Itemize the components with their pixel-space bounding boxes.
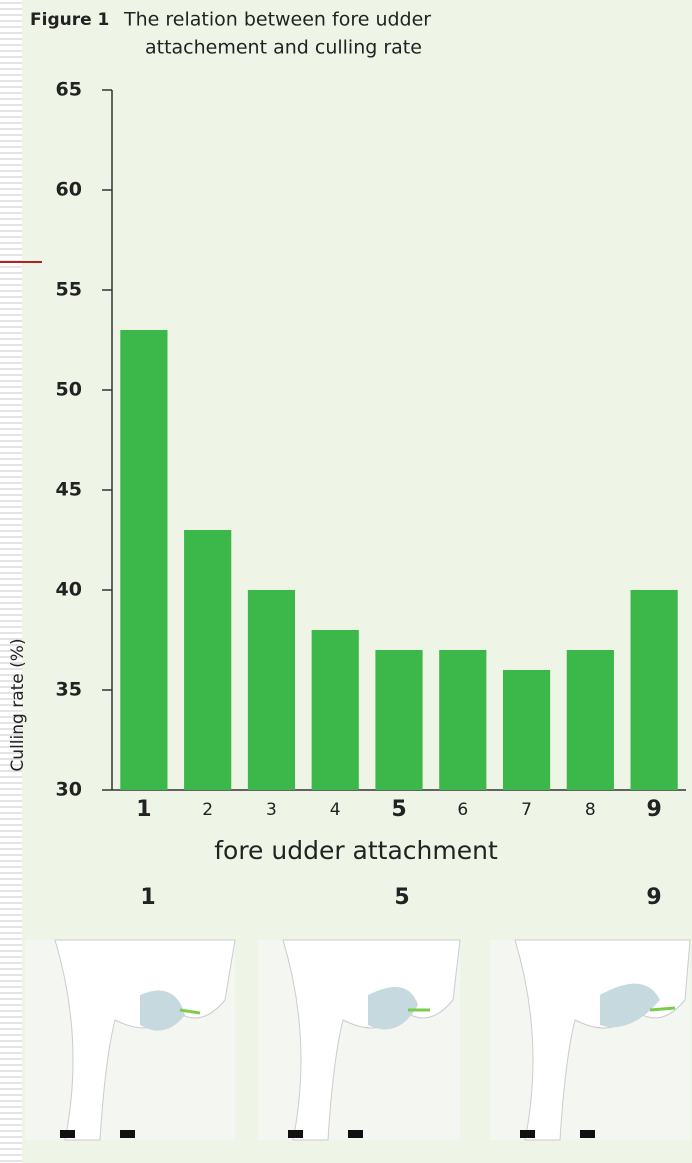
x-tick-label: 1	[136, 797, 151, 822]
x-tick-label: 6	[457, 800, 468, 820]
x-tick-label: 4	[330, 800, 341, 820]
x-tick-label: 9	[646, 797, 661, 822]
x-tick-label: 7	[521, 800, 532, 820]
bar	[566, 650, 614, 790]
illustration-label: 9	[646, 885, 661, 910]
bar	[502, 670, 551, 790]
chart-title: The relation between fore udder	[123, 9, 431, 31]
bar	[375, 650, 423, 790]
bar	[630, 590, 678, 790]
cow-illustration	[258, 939, 461, 1141]
bar	[311, 630, 359, 790]
y-axis-label: Culling rate (%)	[8, 638, 28, 771]
y-tick-label: 45	[56, 479, 82, 501]
illustrations	[25, 939, 691, 1141]
x-tick-label: 5	[391, 797, 406, 822]
y-tick-label: 50	[56, 379, 82, 401]
y-tick-label: 60	[56, 179, 82, 201]
y-tick-label: 65	[56, 79, 82, 101]
y-tick-label: 55	[56, 279, 82, 301]
bar	[247, 590, 296, 790]
chart-title: attachement and culling rate	[145, 37, 422, 59]
bar	[120, 330, 168, 790]
illustration-label: 1	[140, 885, 155, 910]
illustration-label: 5	[394, 885, 409, 910]
x-tick-label: 8	[585, 800, 596, 820]
x-tick-label: 2	[202, 800, 213, 820]
x-tick-label: 3	[266, 800, 277, 820]
cow-illustration	[25, 939, 236, 1141]
slide-stripes	[0, 0, 22, 1163]
x-axis-label: fore udder attachment	[214, 836, 498, 865]
figure-label: Figure 1	[30, 10, 109, 30]
bar	[439, 650, 487, 790]
y-tick-label: 35	[56, 679, 82, 701]
y-tick-label: 40	[56, 579, 82, 601]
y-tick-label: 30	[56, 779, 82, 801]
bar	[184, 530, 232, 790]
cow-illustration	[490, 939, 691, 1141]
